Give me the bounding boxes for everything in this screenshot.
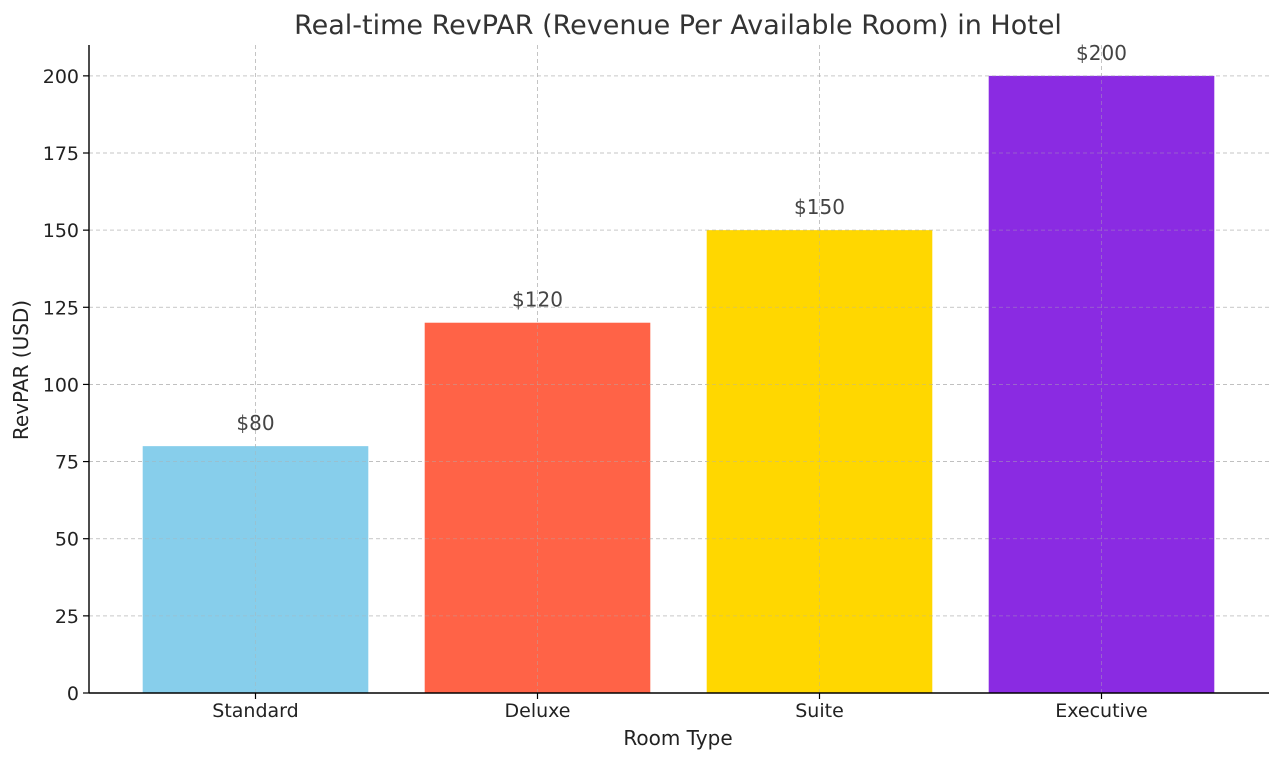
bar-value-label: $150 — [794, 195, 845, 219]
y-axis-label: RevPAR (USD) — [9, 300, 33, 440]
y-tick-label: 100 — [43, 374, 79, 396]
y-tick-label: 125 — [43, 297, 79, 319]
y-tick-label: 25 — [55, 606, 79, 628]
x-tick-label: Suite — [795, 700, 844, 722]
x-axis-label: Room Type — [623, 726, 732, 750]
bar-value-label: $120 — [512, 288, 563, 312]
y-tick-label: 75 — [55, 452, 79, 474]
y-tick-label: 50 — [55, 529, 79, 551]
y-tick-label: 175 — [43, 143, 79, 165]
y-tick-label: 0 — [67, 683, 79, 705]
x-tick-label: Standard — [212, 700, 298, 722]
chart-title: Real-time RevPAR (Revenue Per Available … — [294, 10, 1062, 41]
x-tick-label: Executive — [1055, 700, 1148, 722]
bar-value-label: $80 — [236, 411, 274, 435]
x-tick-label: Deluxe — [505, 700, 571, 722]
bar-value-label: $200 — [1076, 41, 1127, 65]
y-tick-label: 200 — [43, 66, 79, 88]
y-tick-label: 150 — [43, 220, 79, 242]
labels-layer: 0 25 50 75 100 125 150 175 200 Standard Deluxe Suit… — [43, 41, 1148, 722]
axes-layer — [83, 45, 1269, 699]
